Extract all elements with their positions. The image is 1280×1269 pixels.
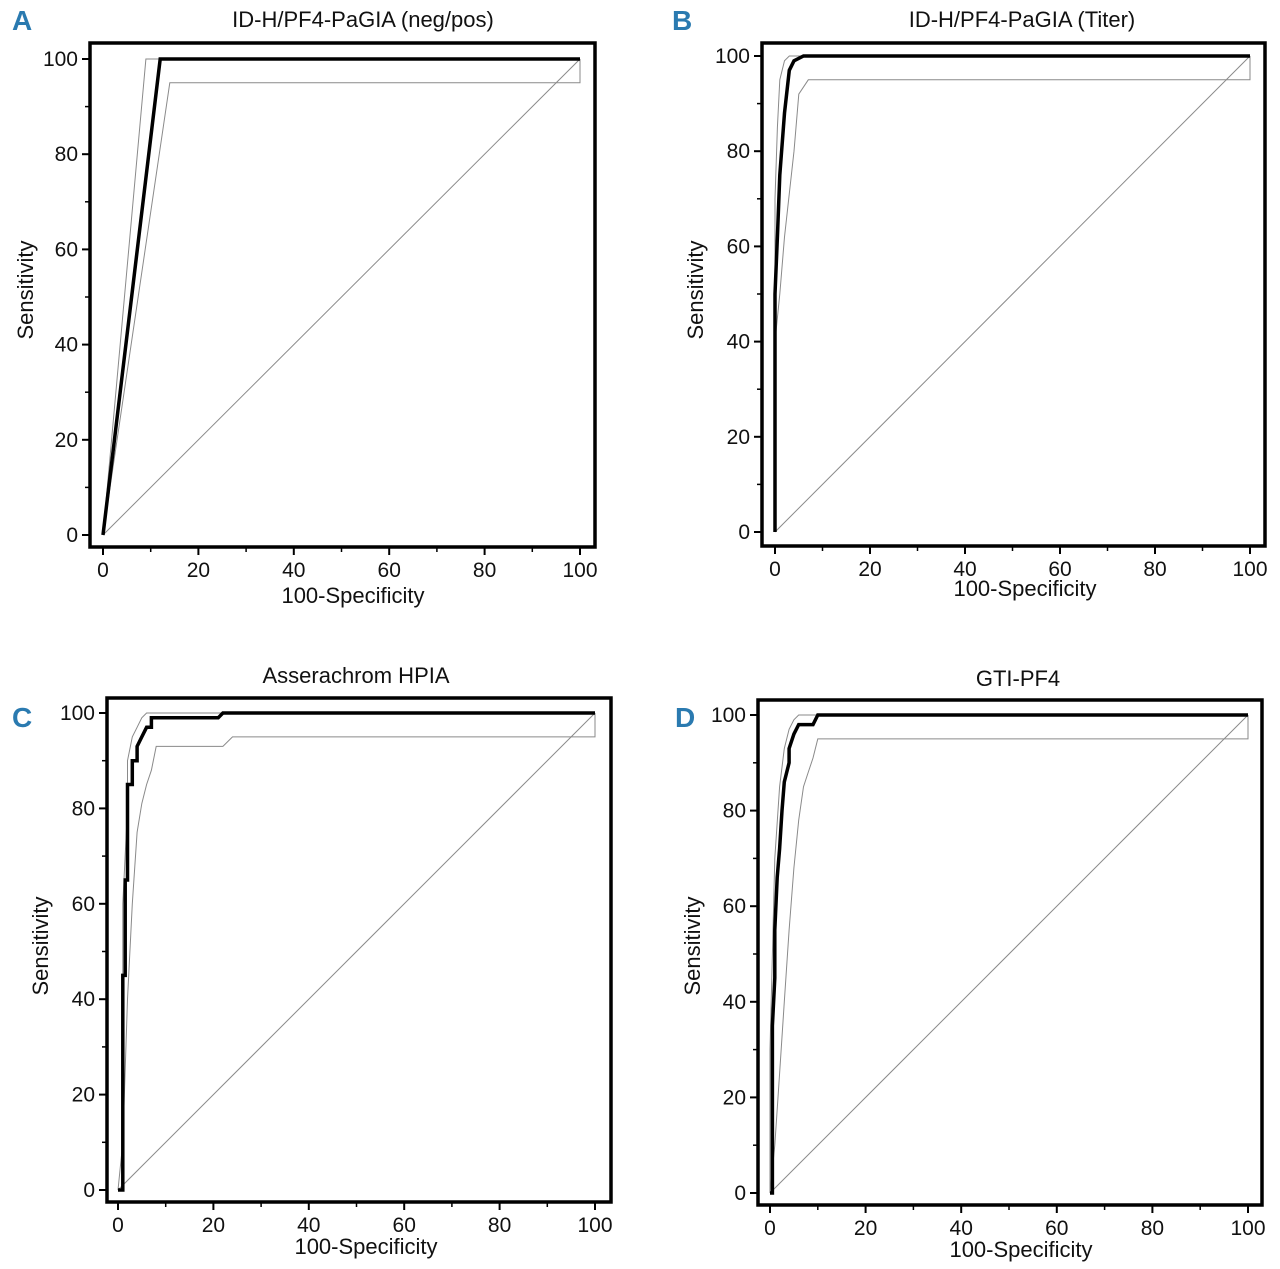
y-tick-label: 20	[55, 429, 78, 452]
roc-curve	[118, 711, 595, 1192]
x-tick-label: 0	[97, 559, 109, 582]
y-axis-label: Sensitivity	[683, 240, 708, 339]
chart-title: ID-H/PF4-PaGIA (Titer)	[909, 7, 1136, 32]
ci-lower-curve	[102, 59, 581, 536]
x-tick-label: 80	[1143, 558, 1166, 581]
x-tick-label: 20	[202, 1214, 225, 1237]
y-tick-label: 20	[723, 1086, 746, 1109]
y-tick-label: 40	[72, 988, 95, 1011]
y-tick-label: 80	[727, 140, 750, 163]
x-tick-label: 0	[112, 1214, 124, 1237]
x-axis-label: 100-Specificity	[281, 583, 424, 608]
x-tick-label: 60	[1045, 1217, 1068, 1240]
reference-diagonal	[769, 714, 1249, 1194]
panel-c: C Asserachrom HPIA 0 20 40 60 80 100 0 20 40 60 80 10…	[12, 663, 613, 1259]
x-tick-label: 40	[297, 1214, 320, 1237]
y-tick-label: 0	[734, 1182, 746, 1205]
reference-diagonal	[102, 58, 581, 536]
y-tick-label: 20	[72, 1084, 95, 1107]
chart-title: Asserachrom HPIA	[262, 663, 449, 688]
ci-upper-curve	[769, 714, 1248, 1193]
y-tick-label: 40	[55, 334, 78, 357]
y-tick-label: 40	[723, 991, 746, 1014]
y-axis-label: Sensitivity	[680, 896, 705, 995]
x-tick-label: 40	[953, 558, 976, 581]
ci-upper-curve	[774, 55, 1250, 532]
y-tick-label: 100	[715, 45, 750, 68]
y-tick-label: 20	[727, 426, 750, 449]
panel-b: B ID-H/PF4-PaGIA (Titer) 0 20 40 60 80 100 0 20 40…	[672, 5, 1268, 601]
y-tick-label: 60	[72, 893, 95, 916]
y-tick-label: 80	[723, 800, 746, 823]
ci-lower-curve	[769, 715, 1249, 1194]
ci-lower-curve	[774, 56, 1251, 532]
panel-letter: B	[672, 5, 692, 36]
plot-frame	[756, 698, 1264, 1207]
y-tick-label: 100	[711, 704, 746, 727]
reference-diagonal	[117, 712, 596, 1191]
x-tick-label: 100	[577, 1214, 612, 1237]
y-tick-label: 40	[727, 331, 750, 354]
chart-title: ID-H/PF4-PaGIA (neg/pos)	[232, 7, 494, 32]
y-tick-label: 0	[738, 521, 750, 544]
chart-title: GTI-PF4	[976, 666, 1060, 691]
x-tick-label: 100	[562, 559, 597, 582]
x-tick-label: 20	[858, 558, 881, 581]
y-tick-label: 60	[727, 235, 750, 258]
panel-letter: C	[12, 702, 32, 733]
x-tick-label: 100	[1232, 558, 1267, 581]
x-tick-label: 60	[393, 1214, 416, 1237]
y-tick-label: 80	[72, 797, 95, 820]
y-tick-label: 60	[723, 895, 746, 918]
x-tick-label: 60	[378, 559, 401, 582]
x-tick-label: 20	[187, 559, 210, 582]
y-axis-label: Sensitivity	[28, 896, 53, 995]
x-axis-label: 100-Specificity	[294, 1234, 437, 1259]
x-tick-label: 100	[1230, 1217, 1265, 1240]
x-tick-label: 40	[950, 1217, 973, 1240]
x-axis-label: 100-Specificity	[949, 1237, 1092, 1262]
panel-letter: D	[675, 702, 695, 733]
y-axis-label: Sensitivity	[13, 240, 38, 339]
y-tick-label: 60	[55, 238, 78, 261]
panel-letter: A	[12, 5, 32, 36]
x-axis-label: 100-Specificity	[953, 576, 1096, 601]
plot-frame	[760, 41, 1267, 548]
y-tick-label: 80	[55, 143, 78, 166]
x-tick-label: 0	[769, 558, 781, 581]
x-tick-label: 80	[473, 559, 496, 582]
roc-curve	[773, 54, 1250, 532]
y-tick-label: 100	[60, 702, 95, 725]
x-tick-label: 80	[488, 1214, 511, 1237]
y-tick-label: 100	[43, 48, 78, 71]
x-tick-label: 0	[764, 1217, 776, 1240]
x-tick-label: 40	[282, 559, 305, 582]
x-tick-label: 60	[1048, 558, 1071, 581]
roc-curve	[101, 57, 580, 536]
ci-upper-curve	[118, 712, 595, 1191]
ci-lower-curve	[117, 713, 596, 1191]
plot-frame	[88, 41, 597, 549]
plot-frame	[105, 696, 613, 1204]
x-tick-label: 20	[854, 1217, 877, 1240]
y-tick-label: 0	[66, 524, 78, 547]
y-tick-label: 0	[83, 1179, 95, 1202]
reference-diagonal	[774, 55, 1251, 533]
roc-curve	[770, 713, 1248, 1195]
x-tick-label: 80	[1141, 1217, 1164, 1240]
panel-d: D GTI-PF4 0 20 40 60 80 100 0 20 40 60 80 100 100-Spec…	[675, 666, 1266, 1262]
panel-a: A ID-H/PF4-PaGIA (neg/pos) 0 20 40 60 80 100 0 20…	[12, 5, 598, 608]
